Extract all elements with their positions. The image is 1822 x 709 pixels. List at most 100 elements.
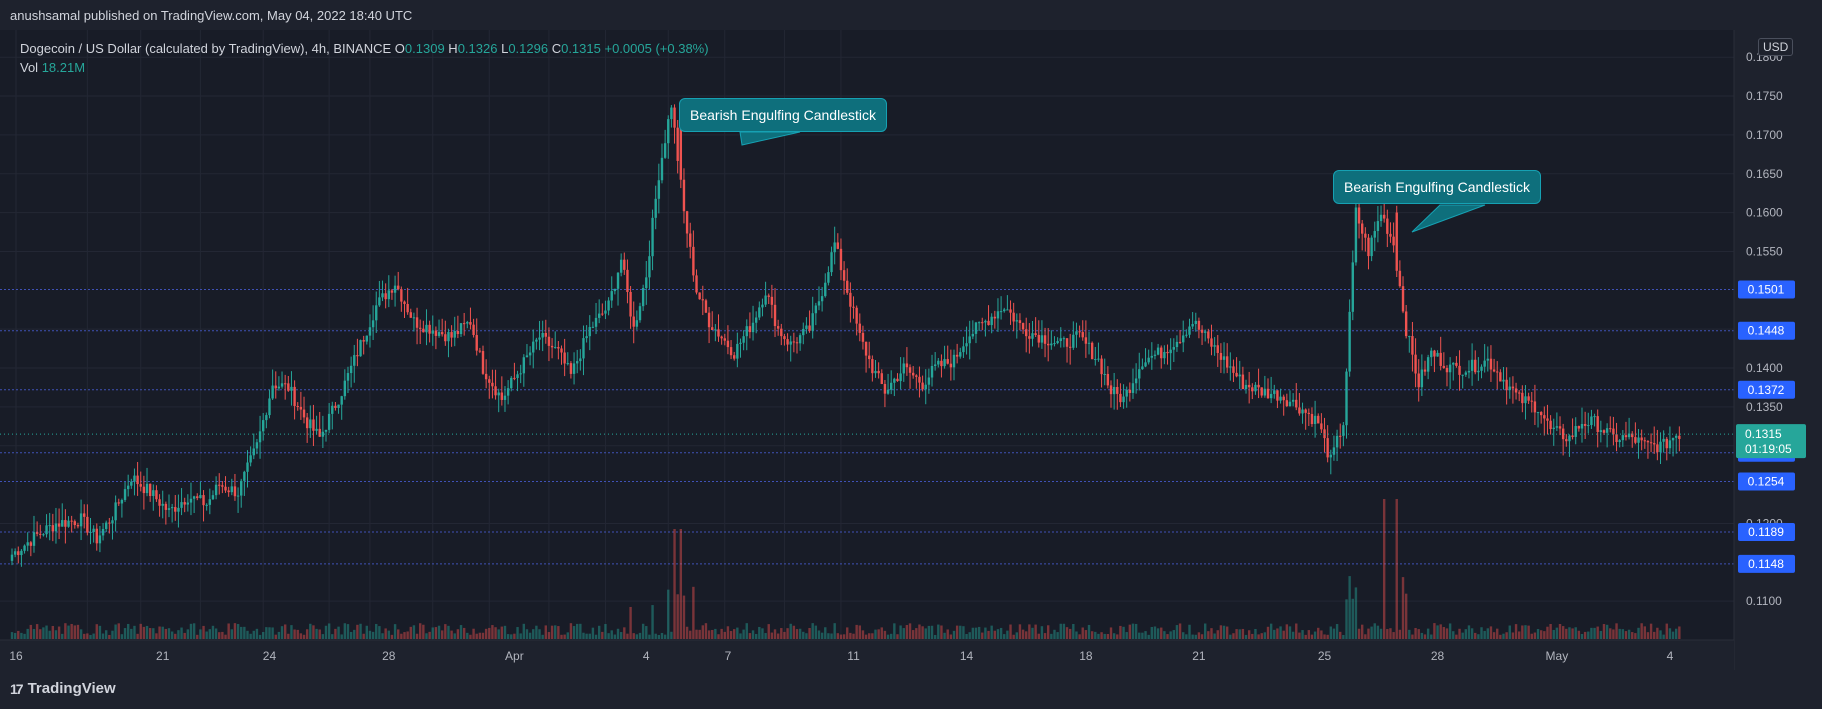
candle-body — [798, 335, 802, 344]
volume-bar — [1467, 625, 1471, 639]
candle-body — [990, 316, 993, 326]
candle-body — [1646, 441, 1650, 443]
volume-bar — [1574, 627, 1577, 639]
candle-body — [1401, 286, 1405, 312]
candle-body — [1408, 336, 1411, 338]
candle-body — [1524, 396, 1527, 404]
annotation-label-2[interactable]: Bearish Engulfing Candlestick — [1333, 170, 1541, 204]
volume-bar — [265, 627, 268, 639]
volume-bar — [506, 634, 510, 639]
candle-body — [136, 475, 139, 485]
candle-body — [211, 495, 215, 500]
candle-body — [422, 328, 425, 333]
candle-body — [158, 499, 161, 506]
volume-bar — [915, 628, 918, 639]
candle-body — [692, 246, 695, 276]
candle-body — [1087, 342, 1091, 344]
volume-bar — [1646, 632, 1650, 639]
candle-body — [1191, 324, 1194, 327]
volume-bar — [1474, 632, 1477, 639]
candle-body — [1301, 409, 1304, 414]
candle-body — [302, 409, 306, 418]
volume-bar — [1037, 633, 1040, 639]
volume-bar — [654, 633, 657, 639]
legend-symbol[interactable]: Dogecoin / US Dollar (calculated by Trad… — [20, 41, 392, 56]
candle-body — [1426, 357, 1430, 372]
volume-bar — [1643, 626, 1646, 639]
legend-high-label: H — [448, 41, 458, 56]
candle-body — [880, 373, 883, 384]
volume-bar — [481, 632, 485, 639]
candle-body — [1351, 262, 1354, 312]
candle-body — [1276, 390, 1279, 401]
volume-bar — [249, 633, 252, 639]
candle-body — [1668, 440, 1672, 449]
volume-bar — [111, 630, 114, 639]
volume-bar — [378, 626, 381, 639]
candle-body — [1279, 396, 1282, 401]
candle-body — [67, 520, 70, 527]
candle-body — [1395, 212, 1398, 271]
candle-body — [1131, 383, 1135, 393]
volume-bar — [1496, 628, 1499, 639]
volume-bar — [833, 623, 836, 639]
candle-body — [613, 288, 617, 292]
candle-body — [287, 383, 290, 391]
volume-bar — [1266, 626, 1270, 639]
annotation-label-1[interactable]: Bearish Engulfing Candlestick — [679, 98, 887, 132]
tradingview-logo[interactable]: 17 TradingView — [10, 680, 116, 697]
bar-countdown: 01:19:05 — [1745, 442, 1792, 456]
volume-bar — [390, 634, 394, 639]
candle-body — [1219, 352, 1223, 360]
candle-body — [915, 375, 918, 377]
volume-bar — [136, 633, 139, 639]
candle-body — [689, 233, 692, 247]
volume-bar — [192, 623, 196, 639]
candle-body — [83, 513, 86, 517]
candle-body — [886, 389, 890, 394]
volume-bar — [648, 634, 651, 639]
legend-vol-label[interactable]: Vol — [20, 60, 39, 75]
volume-bar — [32, 628, 36, 639]
volume-bar — [682, 595, 686, 639]
volume-bar — [1492, 632, 1496, 639]
volume-bar — [842, 634, 846, 639]
time-axis-panel[interactable] — [0, 640, 1734, 670]
price-chart[interactable]: 0.11000.12000.13000.13500.14000.14500.15… — [0, 30, 1822, 670]
candle-body — [1423, 369, 1427, 372]
volume-bar — [318, 629, 321, 639]
candle-body — [1678, 435, 1681, 439]
candle-body — [403, 301, 406, 304]
volume-bar — [406, 631, 409, 639]
candle-body — [98, 535, 102, 544]
volume-bar — [776, 633, 780, 639]
level-badge — [1738, 380, 1795, 399]
candle-body — [660, 157, 664, 181]
candle-body — [368, 327, 372, 336]
legend-open-value: 0.1309 — [404, 41, 445, 56]
candle-body — [1357, 207, 1361, 224]
candle-body — [243, 471, 246, 481]
currency-button[interactable]: USD — [1758, 38, 1794, 56]
candle-body — [1122, 396, 1125, 403]
volume-bar — [582, 632, 585, 639]
candle-body — [1009, 309, 1012, 313]
candle-body — [1084, 337, 1088, 344]
candle-body — [1200, 329, 1204, 333]
volume-bar — [208, 629, 212, 639]
volume-bar — [230, 629, 233, 639]
candle-body — [1169, 349, 1172, 354]
candle-body — [497, 392, 500, 396]
candle-body — [362, 340, 365, 342]
price-axis-panel[interactable] — [1734, 30, 1822, 670]
candle-body — [268, 398, 271, 416]
candle-body — [981, 322, 984, 324]
candle-body — [1574, 426, 1577, 437]
candle-body — [1103, 373, 1106, 375]
volume-bar — [283, 624, 287, 639]
volume-bar — [1395, 499, 1398, 639]
volume-bar — [758, 626, 761, 639]
volume-bar — [585, 633, 588, 639]
candle-body — [1518, 392, 1521, 394]
volume-bar — [1273, 629, 1276, 639]
